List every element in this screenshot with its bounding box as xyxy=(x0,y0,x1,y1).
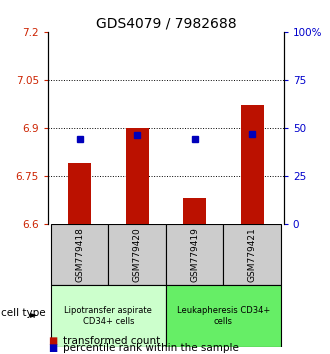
Bar xyxy=(241,105,264,224)
Bar xyxy=(108,224,166,285)
Text: ■: ■ xyxy=(48,343,57,353)
Text: Lipotransfer aspirate
CD34+ cells: Lipotransfer aspirate CD34+ cells xyxy=(64,307,152,326)
Title: GDS4079 / 7982688: GDS4079 / 7982688 xyxy=(95,17,236,31)
Text: Leukapheresis CD34+
cells: Leukapheresis CD34+ cells xyxy=(177,307,270,326)
Bar xyxy=(68,163,91,224)
Text: ■: ■ xyxy=(48,336,57,346)
Text: transformed count: transformed count xyxy=(63,336,160,346)
Text: percentile rank within the sample: percentile rank within the sample xyxy=(63,343,239,353)
Bar xyxy=(223,224,281,285)
Bar xyxy=(166,224,223,285)
Text: ►: ► xyxy=(30,309,38,319)
Text: GSM779418: GSM779418 xyxy=(75,227,84,282)
Bar xyxy=(51,224,108,285)
Text: GSM779420: GSM779420 xyxy=(133,227,142,282)
Bar xyxy=(51,285,166,347)
Bar xyxy=(125,128,148,224)
Text: GSM779421: GSM779421 xyxy=(248,227,257,282)
Bar xyxy=(166,285,281,347)
Text: GSM779419: GSM779419 xyxy=(190,227,199,282)
Bar xyxy=(183,198,206,224)
Text: cell type: cell type xyxy=(1,308,45,318)
